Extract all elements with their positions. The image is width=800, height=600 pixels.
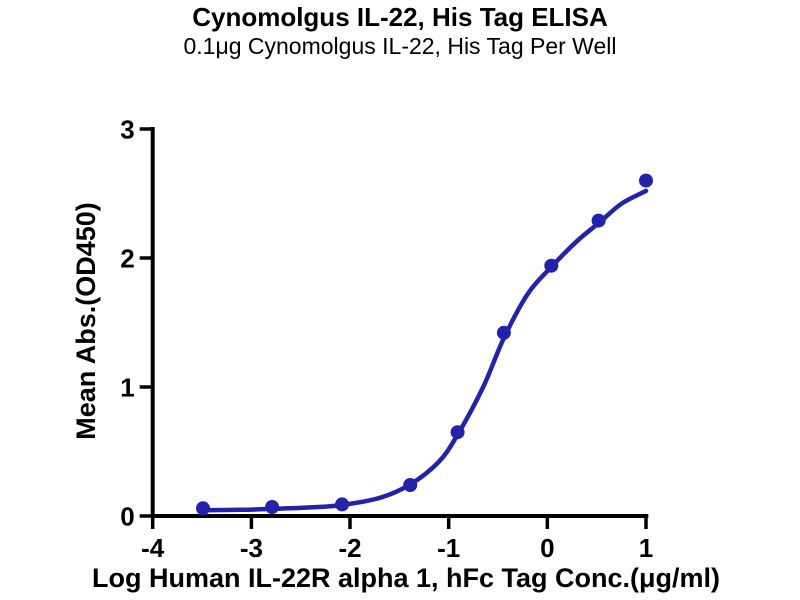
data-point <box>544 258 559 273</box>
x-tick-label: -4 <box>141 533 165 563</box>
data-point <box>335 497 350 512</box>
data-series-layer <box>196 173 653 516</box>
data-point <box>639 173 653 188</box>
x-tick-label: -2 <box>338 533 361 563</box>
data-point <box>450 425 465 440</box>
y-tick-label: 2 <box>120 243 134 273</box>
axis-spine <box>150 127 649 518</box>
data-point <box>196 501 210 516</box>
y-axis-label: Mean Abs.(OD450) <box>71 202 101 440</box>
y-tick-label: 0 <box>120 501 134 531</box>
x-tick-label: -1 <box>437 533 460 563</box>
y-tick-label: 1 <box>120 372 134 402</box>
axes-layer: -4 -3 -2 -1 0 1 0 1 2 3 <box>120 114 653 563</box>
data-point <box>591 213 606 228</box>
chart-title: Cynomolgus IL-22, His Tag ELISA <box>192 2 608 32</box>
data-point <box>265 500 280 514</box>
x-tick-label: -3 <box>240 533 263 563</box>
chart-subtitle: 0.1μg Cynomolgus IL-22, His Tag Per Well <box>183 33 617 59</box>
data-point <box>496 325 511 340</box>
data-point <box>403 478 418 492</box>
x-tick-label: 0 <box>540 533 554 563</box>
x-axis-label: Log Human IL-22R alpha 1, hFc Tag Conc.(… <box>92 563 720 593</box>
x-tick-label: 1 <box>639 533 653 563</box>
fit-curve <box>200 188 649 513</box>
y-tick-label: 3 <box>120 114 134 144</box>
